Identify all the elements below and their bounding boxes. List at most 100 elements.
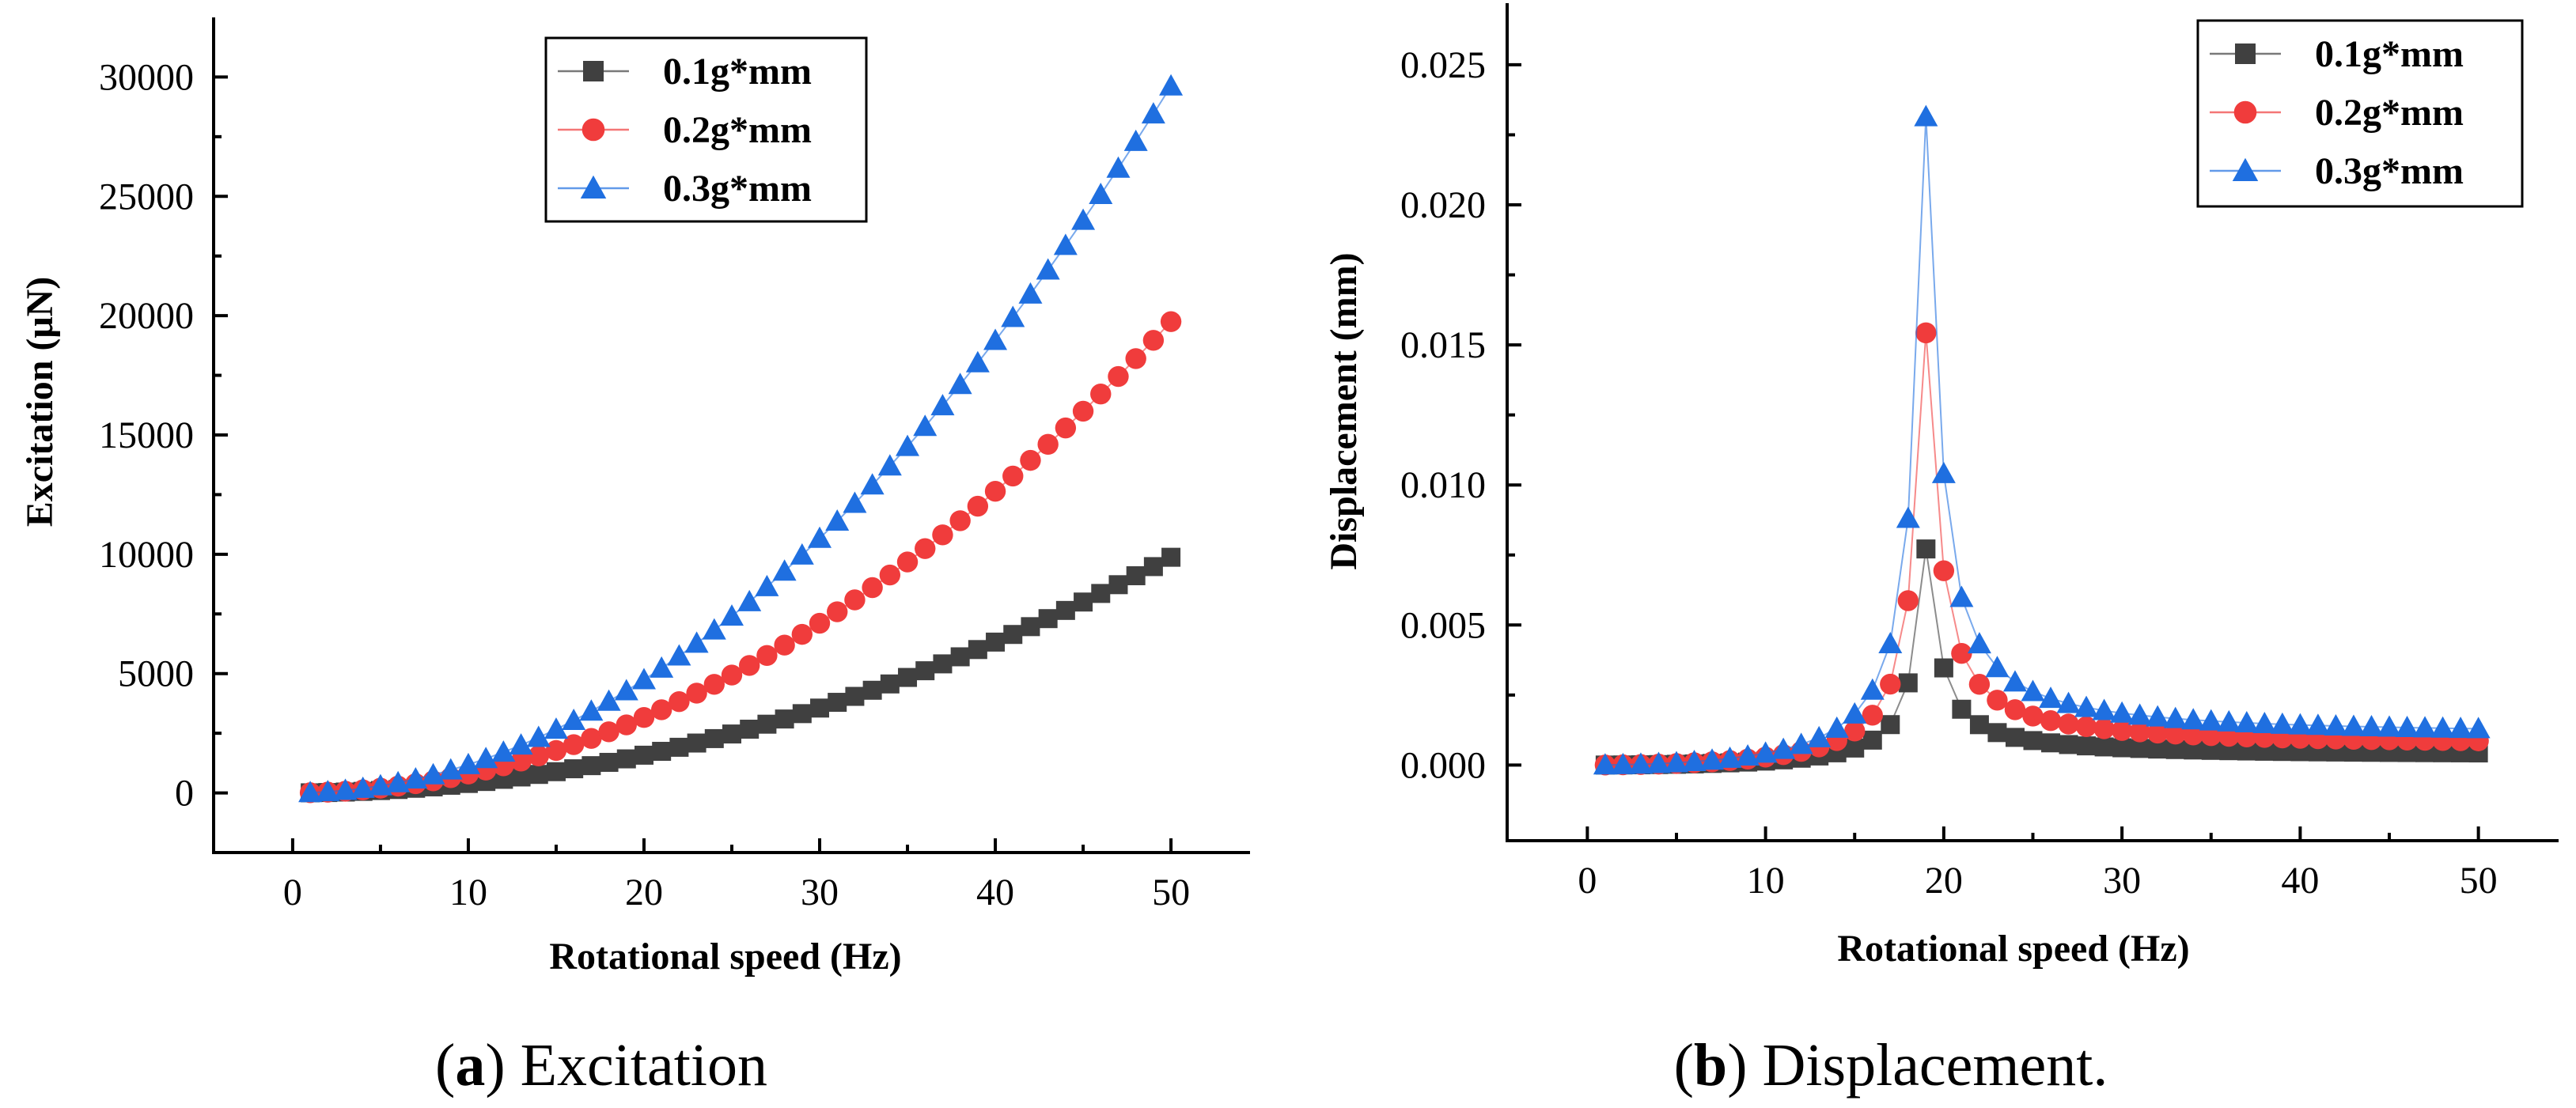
data-point-excitation-1 <box>1020 449 1041 471</box>
data-point-displacement-2 <box>1878 631 1903 653</box>
legend-label-displacement: 0.2g*mm <box>2315 92 2464 134</box>
x-tick-label-displacement: 0 <box>1578 860 1597 902</box>
data-point-displacement-1 <box>2165 723 2186 745</box>
data-point-excitation-2 <box>1089 183 1113 205</box>
axes-displacement <box>1506 3 2559 842</box>
panel-displacement: 0 10 20 30 40 50 0.000 0.005 0.010 0.015 0.020 0.02… <box>1323 3 2559 1099</box>
y-tick-label-excitation: 30000 <box>99 56 194 98</box>
data-point-excitation-2 <box>509 733 533 755</box>
data-point-displacement-0 <box>1916 539 1936 559</box>
data-point-excitation-0 <box>862 680 882 700</box>
data-point-displacement-2 <box>1700 748 1725 770</box>
data-point-excitation-1 <box>703 674 725 695</box>
data-point-displacement-2 <box>1736 744 1760 766</box>
panel-excitation: 0 10 20 30 40 50 0 5000 10000 15000 20000 25000 3000… <box>19 17 1250 1099</box>
x-axis-title-displacement: Rotational speed (Hz) <box>1837 928 2189 970</box>
data-point-excitation-1 <box>686 683 707 704</box>
data-point-displacement-2 <box>2074 695 2099 717</box>
data-point-displacement-2 <box>1860 678 1885 700</box>
x-tick-label-displacement: 50 <box>2460 860 2498 902</box>
data-point-excitation-2 <box>684 631 709 653</box>
data-point-excitation-0 <box>528 765 548 785</box>
data-point-excitation-1 <box>1002 465 1024 487</box>
data-point-excitation-1 <box>1125 348 1146 369</box>
data-point-excitation-0 <box>792 704 812 724</box>
axes-excitation <box>212 17 1250 854</box>
data-point-excitation-0 <box>775 709 794 729</box>
data-point-excitation-0 <box>968 640 987 660</box>
data-point-displacement-1 <box>1968 674 1991 695</box>
data-point-excitation-0 <box>1143 557 1163 577</box>
y-tick-label-excitation: 15000 <box>99 414 194 456</box>
data-point-excitation-1 <box>879 564 901 586</box>
legend-label-displacement: 0.3g*mm <box>2315 150 2464 192</box>
data-point-displacement-2 <box>2288 713 2313 735</box>
data-point-excitation-2 <box>1123 129 1148 151</box>
data-point-excitation-1 <box>669 691 690 713</box>
data-point-excitation-2 <box>350 776 375 798</box>
data-point-excitation-0 <box>828 693 847 713</box>
data-point-excitation-2 <box>896 434 920 456</box>
data-point-excitation-2 <box>544 717 568 739</box>
data-point-excitation-2 <box>403 767 428 789</box>
legend-marker-excitation <box>583 61 604 81</box>
data-point-displacement-2 <box>1807 725 1832 747</box>
data-point-displacement-2 <box>2217 709 2241 732</box>
data-point-displacement-2 <box>1896 506 1920 528</box>
data-point-displacement-2 <box>1967 632 1991 654</box>
data-point-displacement-2 <box>1682 750 1707 772</box>
data-point-excitation-0 <box>950 647 970 667</box>
data-point-displacement-0 <box>1952 699 1972 719</box>
data-point-displacement-2 <box>2395 715 2419 737</box>
data-point-excitation-0 <box>1091 584 1111 603</box>
data-point-excitation-2 <box>597 689 621 711</box>
x-tick-label-excitation: 40 <box>976 872 1014 913</box>
legend-label-excitation: 0.2g*mm <box>663 109 812 151</box>
data-point-displacement-1 <box>2075 716 2097 738</box>
data-point-displacement-2 <box>2002 670 2027 692</box>
data-point-excitation-2 <box>913 414 938 437</box>
data-point-displacement-0 <box>1881 715 1900 735</box>
data-point-displacement-1 <box>2022 705 2044 727</box>
data-point-displacement-1 <box>2129 721 2150 743</box>
series-line-displacement-2 <box>1604 116 2479 766</box>
data-point-displacement-1 <box>1880 673 1901 695</box>
data-point-displacement-2 <box>2466 717 2491 739</box>
y-tick-label-excitation: 20000 <box>99 295 194 337</box>
x-tick-label-displacement: 10 <box>1747 860 1785 902</box>
data-point-excitation-0 <box>915 661 935 681</box>
data-point-displacement-2 <box>2359 715 2384 737</box>
data-point-displacement-2 <box>1949 585 1974 607</box>
data-point-displacement-2 <box>2270 712 2294 734</box>
data-point-displacement-2 <box>2449 717 2473 739</box>
data-point-displacement-2 <box>2252 711 2277 733</box>
data-point-excitation-0 <box>722 724 741 744</box>
data-point-displacement-0 <box>1862 730 1882 750</box>
data-point-displacement-2 <box>2305 713 2330 736</box>
data-point-displacement-0 <box>1845 738 1865 758</box>
data-point-excitation-2 <box>298 781 323 803</box>
data-point-excitation-2 <box>790 543 814 565</box>
data-point-excitation-2 <box>333 778 358 800</box>
data-point-excitation-0 <box>1021 617 1040 637</box>
data-point-displacement-2 <box>2324 713 2348 736</box>
data-point-excitation-1 <box>967 495 989 517</box>
data-point-excitation-2 <box>474 747 498 769</box>
data-point-excitation-2 <box>386 770 411 792</box>
legend-marker-excitation <box>581 118 605 142</box>
y-axis-title-displacement: Displacement (mm) <box>1323 252 1365 569</box>
data-point-displacement-0 <box>1987 723 2007 743</box>
data-point-excitation-2 <box>667 644 691 666</box>
data-point-displacement-1 <box>1897 590 1919 611</box>
data-point-excitation-0 <box>740 720 760 739</box>
data-point-excitation-2 <box>456 752 480 774</box>
data-point-excitation-1 <box>633 707 655 728</box>
data-point-excitation-0 <box>616 749 636 769</box>
legend-marker-displacement <box>2235 43 2256 64</box>
data-point-displacement-2 <box>2234 710 2259 732</box>
data-point-excitation-1 <box>1055 417 1077 439</box>
y-tick-label-excitation: 0 <box>175 773 194 815</box>
data-point-displacement-0 <box>1898 673 1918 693</box>
data-point-displacement-2 <box>1931 461 1956 483</box>
